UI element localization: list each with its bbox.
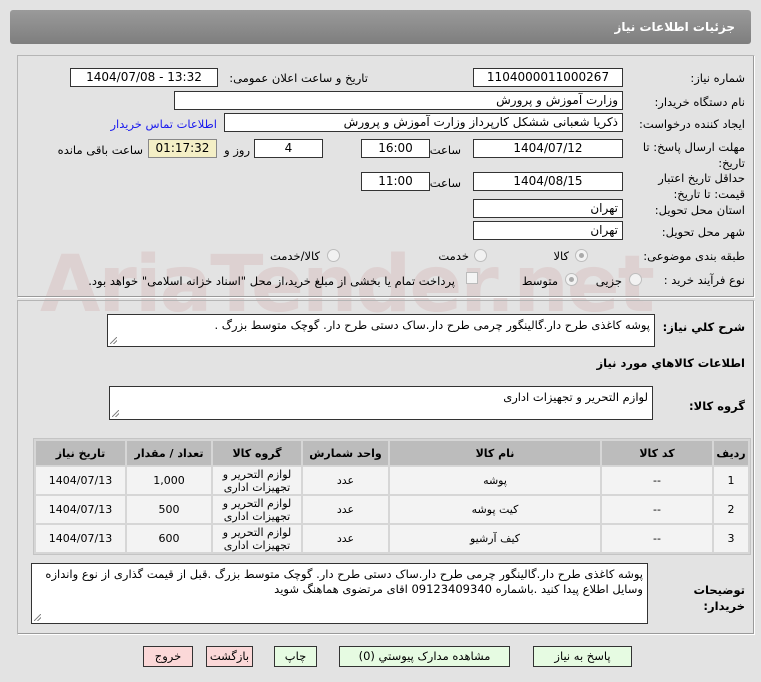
buyer-notes-textarea[interactable]: پوشه کاغذی طرح دار.گالینگور چرمی طرح دار… <box>31 563 648 624</box>
deadline-date-field[interactable]: 1404/07/12 <box>473 139 623 158</box>
process-label: نوع فرآیند خرید : <box>663 273 745 287</box>
item-name: کیت پوشه <box>390 496 600 523</box>
process-option-medium-label: متوسط <box>521 274 558 288</box>
category-radio-both[interactable] <box>327 249 340 262</box>
table-row: 3 -- کیف آرشیو عدد لوازم التحریر و تجهیزات ا… <box>36 525 748 552</box>
summary-label: شرح کلي نیاز: <box>662 320 745 334</box>
need-number-label: شماره نیاز: <box>690 71 745 85</box>
category-label: طبقه بندی موضوعی: <box>643 249 745 263</box>
goods-panel <box>17 300 755 635</box>
item-code: -- <box>602 525 712 552</box>
goods-section-title: اطلاعات کالاهاي مورد نیاز <box>596 356 745 370</box>
col-header: کد کالا <box>602 441 712 465</box>
need-number-field[interactable]: 1104000011000267 <box>473 68 623 87</box>
days-label: روز و <box>224 143 250 157</box>
info-panel <box>17 55 755 298</box>
buyer-org-label: نام دستگاه خریدار: <box>654 95 745 109</box>
requester-field[interactable]: ذکریا شعبانی ششکل کارپرداز وزارت آموزش و… <box>224 113 623 132</box>
page-header: جزئیات اطلاعات نیاز <box>10 10 751 44</box>
validity-time-field[interactable]: 11:00 <box>361 172 430 191</box>
notes-label: توضیحات خریدار: <box>693 583 746 613</box>
buyer-org-field[interactable]: وزارت آموزش و پرورش <box>174 91 623 110</box>
need-date: 1404/07/13 <box>36 525 125 552</box>
treasury-checkbox-label: پرداخت تمام یا بخشی از مبلغ خرید،از محل … <box>88 274 455 288</box>
print-button[interactable]: چاپ <box>274 646 317 667</box>
col-header: واحد شمارش <box>303 441 388 465</box>
province-field[interactable]: تهران <box>473 199 623 218</box>
item-code: -- <box>602 496 712 523</box>
col-header: گروه کالا <box>213 441 301 465</box>
col-header: تعداد / مقدار <box>127 441 211 465</box>
city-label: شهر محل تحویل: <box>661 225 745 239</box>
requester-label: ایجاد کننده درخواست: <box>639 117 745 131</box>
row-number: 2 <box>714 496 748 523</box>
view-attachments-button[interactable]: مشاهده مدارک پیوستي (0) <box>339 646 510 667</box>
remaining-label: ساعت باقی مانده <box>57 143 143 157</box>
goods-group-textarea[interactable]: لوازم التحریر و تجهیزات اداری <box>109 386 653 420</box>
item-name: کیف آرشیو <box>390 525 600 552</box>
row-number: 3 <box>714 525 748 552</box>
buyer-contact-link[interactable]: اطلاعات تماس خریدار <box>110 117 217 131</box>
item-group: لوازم التحریر و تجهیزات اداری <box>213 467 301 494</box>
province-label: استان محل تحویل: <box>654 203 745 217</box>
process-radio-medium[interactable] <box>565 273 578 286</box>
category-option-service-label: خدمت <box>438 249 469 263</box>
table-row: 2 -- کیت پوشه عدد لوازم التحریر و تجهیزات اد… <box>36 496 748 523</box>
unit: عدد <box>303 467 388 494</box>
days-field[interactable]: 4 <box>254 139 323 158</box>
goods-table: ردیف کد کالا نام کالا واحد شمارش گروه کا… <box>33 438 751 555</box>
category-option-goods-label: کالا <box>553 249 569 263</box>
process-radio-minor[interactable] <box>629 273 642 286</box>
validity-time-label: ساعت <box>429 176 461 190</box>
page-title: جزئیات اطلاعات نیاز <box>614 20 735 34</box>
validity-date-field[interactable]: 1404/08/15 <box>473 172 623 191</box>
deadline-label: مهلت ارسال پاسخ: تا تاریخ: <box>642 140 745 170</box>
treasury-checkbox[interactable] <box>466 272 478 284</box>
deadline-time-label: ساعت <box>429 143 461 157</box>
announce-field[interactable]: 1404/07/08 - 13:32 <box>70 68 218 87</box>
quantity: 1,000 <box>127 467 211 494</box>
col-header: تاریخ نیاز <box>36 441 125 465</box>
row-number: 1 <box>714 467 748 494</box>
col-header: ردیف <box>714 441 748 465</box>
item-name: پوشه <box>390 467 600 494</box>
process-option-minor-label: جزیی <box>595 274 622 288</box>
city-field[interactable]: تهران <box>473 221 623 240</box>
goods-group-label: گروه کالا: <box>689 399 745 413</box>
quantity: 600 <box>127 525 211 552</box>
category-radio-goods[interactable] <box>575 249 588 262</box>
item-group: لوازم التحریر و تجهیزات اداری <box>213 525 301 552</box>
remaining-time-field: 01:17:32 <box>148 139 217 158</box>
col-header: نام کالا <box>390 441 600 465</box>
exit-button[interactable]: خروج <box>143 646 193 667</box>
item-code: -- <box>602 467 712 494</box>
table-row: 1 -- پوشه عدد لوازم التحریر و تجهیزات اداری 1… <box>36 467 748 494</box>
deadline-time-field[interactable]: 16:00 <box>361 139 430 158</box>
summary-textarea[interactable]: پوشه کاغذی طرح دار.گالینگور چرمی طرح دار… <box>107 314 655 347</box>
category-option-both-label: کالا/خدمت <box>269 249 320 263</box>
category-radio-service[interactable] <box>474 249 487 262</box>
validity-label: حداقل تاریخ اعتبار قیمت: تا تاریخ: <box>658 171 745 201</box>
item-group: لوازم التحریر و تجهیزات اداری <box>213 496 301 523</box>
need-date: 1404/07/13 <box>36 467 125 494</box>
reply-button[interactable]: پاسخ به نیاز <box>533 646 632 667</box>
quantity: 500 <box>127 496 211 523</box>
need-date: 1404/07/13 <box>36 496 125 523</box>
back-button[interactable]: بازگشت <box>206 646 253 667</box>
announce-label: تاریخ و ساعت اعلان عمومی: <box>229 71 368 85</box>
unit: عدد <box>303 496 388 523</box>
unit: عدد <box>303 525 388 552</box>
